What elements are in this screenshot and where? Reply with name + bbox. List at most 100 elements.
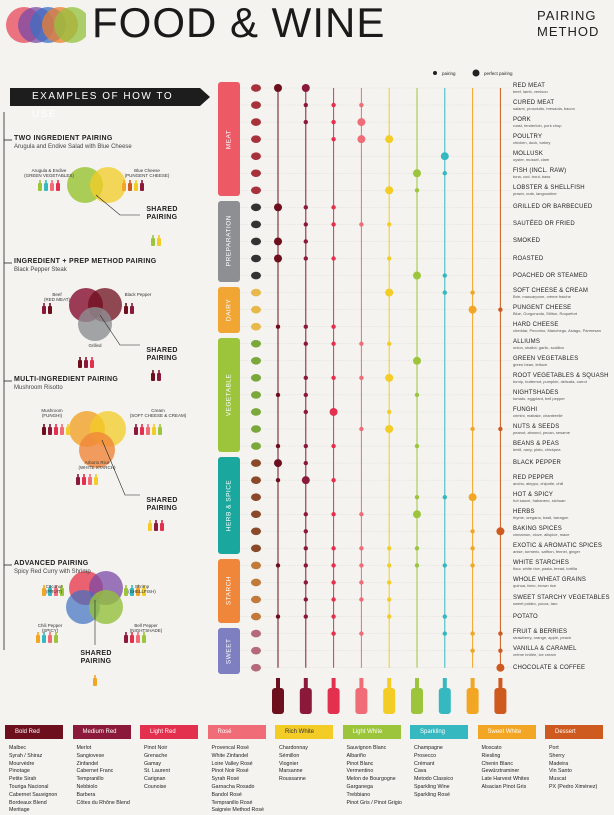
small-bottle-icon bbox=[94, 474, 98, 485]
small-bottle-icon bbox=[48, 424, 52, 435]
perfect-pairing-dot bbox=[413, 510, 421, 519]
small-bottle-icon bbox=[42, 303, 46, 314]
wine-variety: Sangiovese bbox=[76, 752, 105, 759]
row-sublabel: beef, lamb, venison bbox=[513, 89, 548, 94]
pairing-dot bbox=[359, 102, 364, 108]
small-bottle-icon bbox=[90, 357, 94, 368]
small-bottle-icon bbox=[158, 424, 162, 435]
row-sublabel: anise, turmeric, saffron, fennel, ginger bbox=[513, 549, 581, 555]
ex2-subtitle: Black Pepper Steak bbox=[14, 267, 67, 273]
row-label: HERBS bbox=[513, 509, 535, 516]
pairing-dot bbox=[359, 341, 364, 346]
small-bottle-icon bbox=[152, 424, 156, 435]
category-bar-sweet bbox=[218, 627, 240, 674]
pairing-dot bbox=[498, 631, 503, 636]
wine-variety-list: Champagne Prosecco Crémant Cava Metodo Class… bbox=[414, 745, 482, 800]
wine-variety: Côtes du Rhône Blend bbox=[76, 799, 130, 806]
ex2-title: INGREDIENT + PREP METHOD PAIRING bbox=[14, 258, 157, 265]
roast-icon bbox=[251, 254, 261, 263]
pairing-label: PAIRING bbox=[146, 355, 178, 362]
page-title: FOOD & WINE bbox=[92, 0, 386, 46]
wine-variety: Madeira bbox=[549, 760, 569, 767]
mushroom-icon bbox=[251, 408, 261, 416]
wine-variety-list: Provencal Rosé White Zinfandel Loire Valle… bbox=[212, 745, 280, 815]
row-label: PORK bbox=[513, 117, 531, 124]
wine-variety: Zinfandel bbox=[76, 760, 99, 767]
ex1-b-label: Blue Cheese (PUNGENT CHEESE) bbox=[122, 168, 172, 178]
ex4-a-label: Coconut (FRUIT) bbox=[36, 584, 72, 594]
squash-icon bbox=[251, 374, 261, 382]
wine-variety: Albariño bbox=[346, 752, 366, 759]
pairing-dot bbox=[359, 563, 364, 568]
pairing-dot bbox=[303, 546, 308, 551]
wine-variety-list: Port Sherry Madeira Vin Santo Muscat PX (Pedr… bbox=[549, 745, 614, 792]
row-label: FRUIT & BERRIES bbox=[513, 628, 568, 635]
ex4-c-text: Chili Pepper bbox=[37, 623, 63, 628]
pairing-dot bbox=[331, 324, 336, 329]
ex4-a-text: Coconut bbox=[45, 584, 63, 589]
row-label: WHITE STARCHES bbox=[513, 560, 570, 567]
small-bottle-icon bbox=[50, 180, 54, 191]
perfect-pairing-dot bbox=[274, 254, 282, 263]
row-label: ROASTED bbox=[513, 255, 544, 262]
wine-variety-list: Merlot Sangiovese Zinfandel Cabernet Franc T… bbox=[77, 745, 145, 807]
pairing-dot bbox=[414, 392, 420, 398]
pairing-dot bbox=[303, 324, 308, 329]
pairing-dot bbox=[303, 597, 308, 602]
small-bottle-icon bbox=[136, 632, 140, 643]
ex2-c-label: Grilled bbox=[88, 343, 102, 348]
pairing-label: PAIRING bbox=[146, 505, 178, 512]
row-sublabel: cheddar, Pecorino, Manchego, Asiago, Par… bbox=[513, 327, 601, 333]
ex1-b-text: Blue Cheese bbox=[134, 168, 160, 173]
ex1-a-sub: (GREEN VEGETABLES) bbox=[24, 173, 74, 178]
pairing-dot bbox=[470, 648, 475, 653]
ex1-subtitle: Arugula and Endive Salad with Blue Chees… bbox=[14, 144, 132, 150]
wine-variety: Merlot bbox=[76, 745, 92, 751]
pairing-dot bbox=[387, 563, 392, 568]
pairing-dot bbox=[303, 119, 308, 125]
row-label: EXOTIC & AROMATIC SPICES bbox=[513, 543, 603, 550]
wine-variety: Pinot Noir Rosé bbox=[211, 768, 249, 775]
category-bar-dairy bbox=[218, 286, 240, 333]
wine-variety: Counoise bbox=[144, 783, 167, 790]
row-sublabel: onion, shallot, garlic, scallion bbox=[513, 344, 564, 350]
small-bottle-icon bbox=[44, 180, 48, 191]
pairing-dot bbox=[303, 614, 308, 619]
wine-tab: Sweet White bbox=[477, 725, 536, 739]
legend-pairing-label: pairing bbox=[442, 71, 456, 76]
lettuce-icon bbox=[251, 357, 261, 365]
ex3-title: MULTI-INGREDIENT PAIRING bbox=[14, 376, 119, 383]
garlic-icon bbox=[251, 339, 261, 348]
perfect-pairing-dot bbox=[274, 84, 282, 92]
category-bar-herb-spice bbox=[218, 457, 240, 555]
row-sublabel: salami, prosciutto, bresaola, bacon bbox=[513, 106, 575, 112]
wine-variety-list: Pinot Noir Grenache Gamay St. Laurent Carign… bbox=[144, 745, 212, 792]
pairing-dot bbox=[470, 546, 475, 551]
row-label: SAUTÉED OR FRIED bbox=[513, 221, 575, 228]
perfect-pairing-dot bbox=[413, 271, 421, 280]
wine-variety-list: Sauvignon Blanc Albariño Pinot Blanc Vermen… bbox=[347, 745, 415, 807]
ex4-c-sub: (SPICY) bbox=[41, 628, 59, 633]
row-label: BLACK PEPPER bbox=[513, 460, 562, 467]
sweet-potato-icon bbox=[251, 595, 261, 604]
wine-tab: Light White bbox=[342, 725, 401, 739]
beans-icon bbox=[251, 442, 261, 450]
wine-variety: Meritage bbox=[9, 807, 30, 814]
pairing-dot bbox=[303, 239, 308, 244]
small-bottle-icon bbox=[76, 474, 80, 485]
row-label: POTATO bbox=[513, 613, 538, 620]
row-sublabel: crème brûlée, ice cream bbox=[513, 651, 556, 657]
row-label: VANILLA & CARAMEL bbox=[513, 645, 577, 652]
small-bottle-icon bbox=[60, 424, 64, 435]
wine-variety: Bordeaux Blend bbox=[9, 799, 47, 806]
star-anise-icon bbox=[251, 544, 261, 553]
row-sublabel: thyme, oregano, basil, tarragon bbox=[513, 515, 569, 521]
vanilla-icon bbox=[251, 646, 261, 655]
perfect-pairing-dot bbox=[496, 527, 505, 536]
wine-bottle-icon bbox=[494, 678, 507, 714]
row-sublabel: tuna, cod, trout, bass bbox=[513, 174, 551, 180]
row-sublabel: lentil, navy, pinto, chickpea bbox=[513, 447, 561, 453]
row-label: NIGHTSHADES bbox=[513, 389, 559, 396]
wine-variety: Prosecco bbox=[414, 752, 437, 759]
wine-variety: Carignan bbox=[144, 776, 166, 783]
